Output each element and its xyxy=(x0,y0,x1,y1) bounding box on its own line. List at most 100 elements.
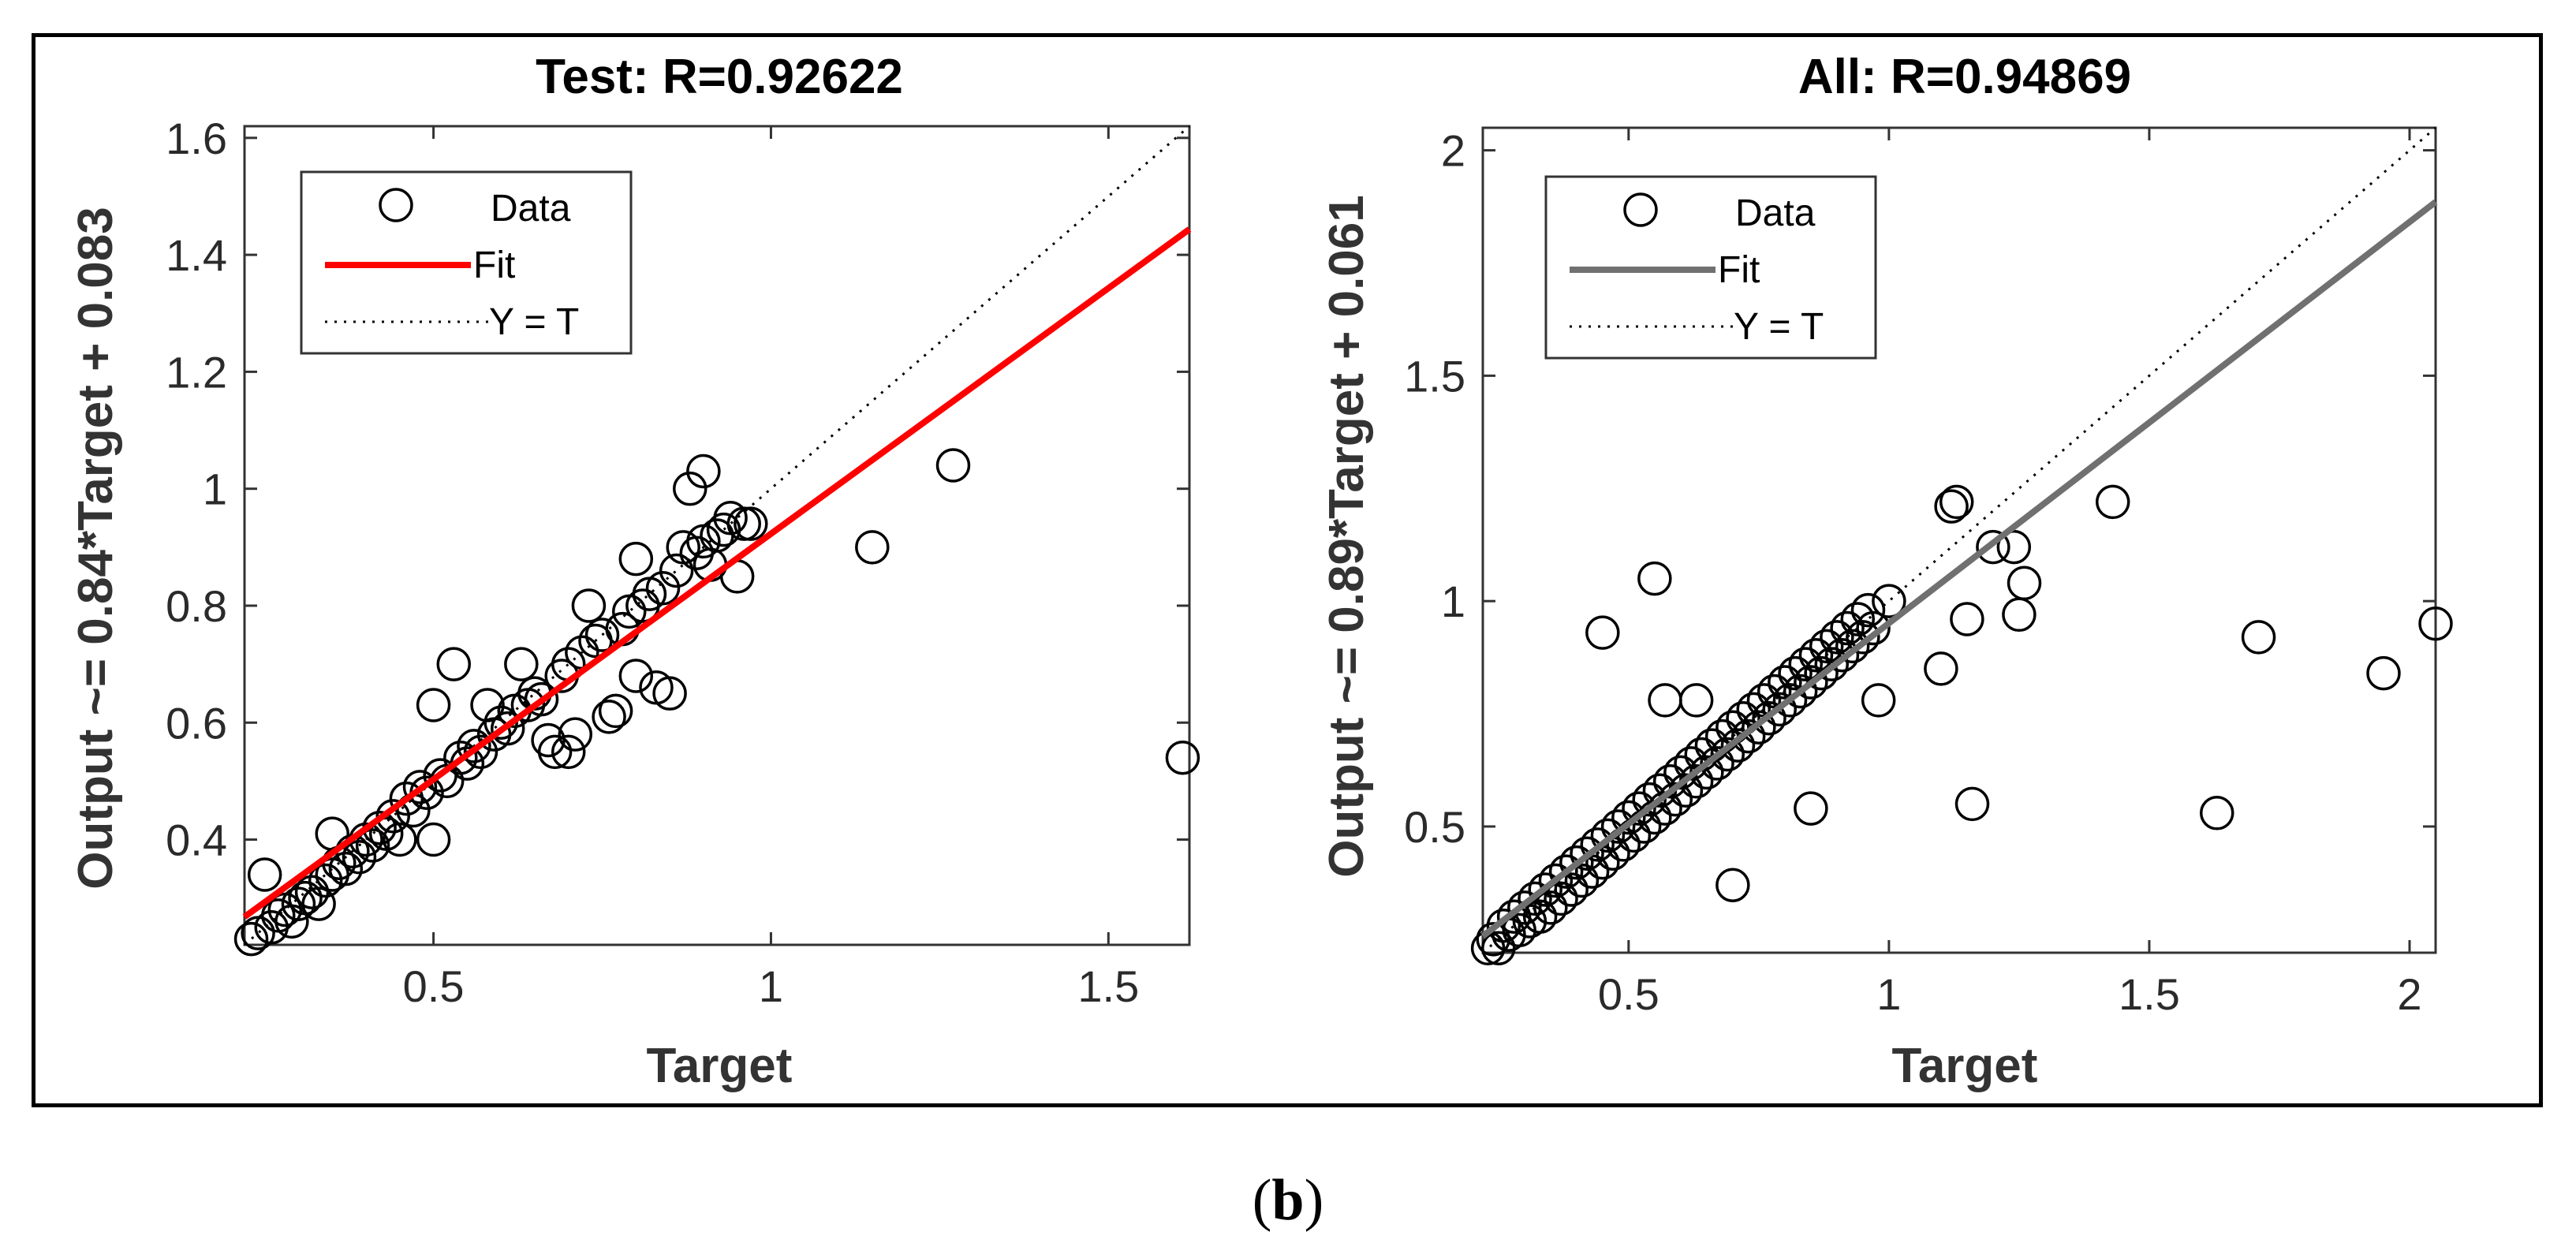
test-y-axis-label: Output ~= 0.84*Target + 0.083 xyxy=(69,207,123,890)
test-data-point xyxy=(673,471,707,506)
all-data-point xyxy=(1856,610,1891,646)
test-data-point xyxy=(537,734,573,770)
test-legend: Data Fit Y = T xyxy=(300,170,633,355)
test-data-point xyxy=(618,659,654,693)
test-data-point xyxy=(247,857,282,892)
all-data-point xyxy=(1486,908,1521,943)
all-data-point xyxy=(1794,791,1828,826)
test-data-point xyxy=(416,688,451,722)
test-legend-data-marker xyxy=(379,188,413,222)
all-data-point xyxy=(1976,529,2010,565)
all-data-point xyxy=(1772,683,1808,718)
test-data-point xyxy=(584,618,620,652)
test-data-point xyxy=(659,553,694,588)
all-y-axis-label: Output ~= 0.89*Target + 0.061 xyxy=(1320,195,1374,878)
test-legend-fit-label: Fit xyxy=(473,244,515,286)
test-data-point xyxy=(652,676,687,711)
test-data-point xyxy=(436,647,472,681)
all-data-point xyxy=(1720,728,1756,763)
all-data-point xyxy=(2095,484,2130,520)
all-data-point xyxy=(1835,629,1870,664)
all-plot-title: All: R=0.94869 xyxy=(1798,50,2131,104)
test-x-tick-label: 0.5 xyxy=(403,961,465,1011)
all-data-point xyxy=(1533,890,1568,925)
all-data-point xyxy=(2241,620,2276,655)
all-data-point xyxy=(1496,899,1532,935)
all-x-axis-label: Target xyxy=(1892,1039,2038,1093)
test-y-tick-label: 1.6 xyxy=(166,114,227,163)
test-regression-panel: Test: R=0.92622 Target Output ~= 0.84*Ta… xyxy=(69,50,1200,1093)
all-data-point xyxy=(1730,718,1766,754)
test-legend-identity-label: Y = T xyxy=(489,301,579,343)
caption-label: b xyxy=(1271,1168,1305,1233)
test-plot-title: Test: R=0.92622 xyxy=(536,50,903,104)
all-data-point xyxy=(1715,868,1750,903)
test-data-point xyxy=(558,717,593,752)
test-x-axis-label: Target xyxy=(647,1039,793,1093)
all-data-point xyxy=(1846,620,1880,655)
test-x-tick-label: 1.5 xyxy=(1077,961,1139,1011)
all-data-point xyxy=(2418,606,2453,641)
test-data-point xyxy=(645,570,681,606)
all-data-point xyxy=(1678,683,1714,718)
all-y-tick-label: 1 xyxy=(1441,577,1465,626)
test-data-point xyxy=(355,828,390,863)
all-y-tick-label: 0.5 xyxy=(1404,802,1465,852)
all-data-point xyxy=(1637,561,1672,596)
test-data-point xyxy=(281,886,316,921)
test-data-point xyxy=(726,506,761,541)
test-data-point xyxy=(551,734,586,770)
all-y-tick-label: 1.5 xyxy=(1404,351,1465,401)
figure-caption: (b) xyxy=(0,1167,2576,1234)
all-x-tick-label: 2 xyxy=(2397,969,2421,1019)
all-x-tick-label: 1.5 xyxy=(2119,969,2180,1019)
test-data-point xyxy=(308,863,343,898)
test-legend-data-label: Data xyxy=(491,188,571,230)
test-data-point xyxy=(935,448,971,483)
all-x-tick-label: 0.5 xyxy=(1598,969,1659,1019)
test-y-tick-label: 0.6 xyxy=(166,698,227,748)
test-y-tick-label: 1.2 xyxy=(166,347,227,397)
all-data-point xyxy=(1700,746,1734,781)
test-data-point xyxy=(571,588,607,623)
test-data-point xyxy=(233,921,269,957)
test-data-point xyxy=(524,681,559,717)
test-identity-line xyxy=(244,125,1190,946)
all-legend-fit-label: Fit xyxy=(1718,249,1760,291)
test-data-point xyxy=(443,740,478,775)
test-data-point xyxy=(375,799,411,834)
all-data-point xyxy=(1934,489,1969,524)
test-data-point xyxy=(618,541,654,577)
test-data-point xyxy=(504,647,539,681)
all-data-point xyxy=(1794,665,1828,700)
all-data-point xyxy=(1762,692,1798,727)
all-data-point xyxy=(1522,899,1558,935)
test-fit-line xyxy=(242,226,1192,920)
test-data-point xyxy=(592,700,626,734)
test-data-point xyxy=(402,770,438,804)
test-data-point xyxy=(301,886,336,921)
all-legend: Data Fit Y = T xyxy=(1544,175,1877,360)
all-data-point xyxy=(1861,683,1896,718)
all-data-point xyxy=(1564,863,1600,898)
all-regression-panel: All: R=0.94869 Target Output ~= 0.89*Tar… xyxy=(1320,50,2453,1093)
test-data-point xyxy=(463,734,498,770)
test-data-point xyxy=(734,506,768,541)
all-data-point xyxy=(2200,796,2234,830)
all-data-point xyxy=(1752,701,1786,736)
all-data-point xyxy=(1939,484,1974,520)
all-data-point xyxy=(1996,529,2032,565)
all-data-point xyxy=(1950,602,1984,636)
test-data-point xyxy=(686,453,721,489)
caption-close-paren: ) xyxy=(1304,1168,1324,1233)
figure-frame xyxy=(32,33,2543,1107)
test-data-point xyxy=(328,851,364,886)
test-data-point xyxy=(490,711,525,746)
test-data-point xyxy=(416,822,451,857)
test-y-tick-label: 1 xyxy=(203,465,227,514)
all-legend-data-label: Data xyxy=(1735,192,1816,234)
caption-open-paren: ( xyxy=(1252,1168,1272,1233)
test-data-point xyxy=(855,530,890,565)
all-data-point xyxy=(1502,913,1536,948)
